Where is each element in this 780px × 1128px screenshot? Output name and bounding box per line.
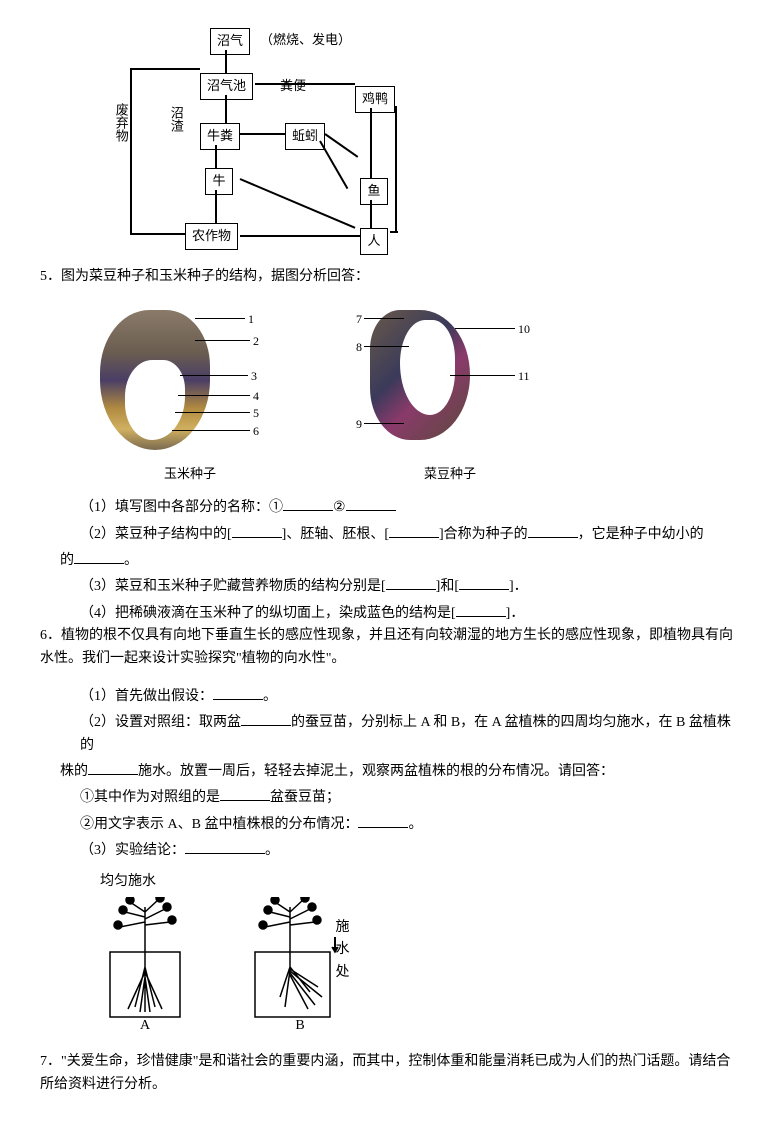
pot-b-label: B: [250, 1015, 350, 1037]
node-crops: 农作物: [185, 223, 238, 250]
corn-caption: 玉米种子: [100, 464, 280, 485]
node-cow-dung: 牛粪: [200, 123, 240, 150]
pot-a-label: A: [100, 1015, 190, 1037]
q5-text: 图为菜豆种子和玉米种子的结构，据图分析回答：: [61, 269, 369, 284]
q7-text: "关爱生命，珍惜健康"是和谐社会的重要内涵，而其中，控制体重和能量消耗已成为人们…: [40, 1054, 730, 1091]
slag-label: 沼渣: [165, 106, 186, 132]
node-earthworm: 蚯蚓: [285, 123, 325, 150]
q5-sub3: （3）菜豆和玉米种子贮藏营养物质的结构分别是[]和[]．: [80, 572, 740, 598]
bean-seed-image: 7 8 9 10 11: [340, 300, 560, 460]
node-human: 人: [360, 228, 388, 255]
question-7: 7．"关爱生命，珍惜健康"是和谐社会的重要内涵，而其中，控制体重和能量消耗已成为…: [40, 1051, 740, 1096]
q5-num: 5．: [40, 269, 61, 284]
node-biogas: 沼气: [210, 28, 250, 55]
q6-sub2-2: ②用文字表示 A、B 盆中植株根的分布情况：。: [80, 810, 740, 836]
biogas-note: （燃烧、发电）: [260, 30, 351, 51]
pot-a-svg: [100, 897, 190, 1027]
node-chicken-duck: 鸡鸭: [355, 86, 395, 113]
corn-seed-image: 1 2 3 4 5 6: [100, 300, 280, 460]
q6-num: 6．: [40, 628, 61, 643]
bean-caption: 菜豆种子: [340, 464, 560, 485]
label-water-side: 施水处: [335, 917, 350, 984]
seed-diagram: 1 2 3 4 5 6 玉米种子 7 8 9 10 11 菜豆种子: [100, 300, 740, 485]
node-fish: 鱼: [360, 178, 388, 205]
q7-num: 7．: [40, 1054, 61, 1069]
q6-sub2: （2）设置对照组：取两盆的蚕豆苗，分别标上 A 和 B，在 A 盆植株的四周均匀…: [80, 708, 740, 757]
q5-sub4: （4）把稀碘液滴在玉米种了的纵切面上，染成蓝色的结构是[]．: [80, 599, 740, 625]
q5-sub2-cont: 的。: [60, 546, 740, 572]
waste-label: 废弃物: [110, 103, 131, 142]
node-cow: 牛: [205, 168, 233, 195]
manure-label: 粪便: [280, 76, 306, 97]
label-even-water: 均匀施水: [100, 871, 740, 893]
q5-sub2: （2）菜豆种子结构中的[]、胚轴、胚根、[]合称为种子的，它是种子中幼小的: [80, 520, 740, 546]
q6-sub2-cont: 株的施水。放置一周后，轻轻去掉泥土，观察两盆植株的根的分布情况。请回答：: [60, 757, 740, 783]
plant-diagram: 均匀施水 A 施水处 B: [100, 871, 740, 1036]
q6-text: 植物的根不仅具有向地下垂直生长的感应性现象，并且还有向较潮湿的地方生长的感应性现…: [40, 628, 733, 665]
question-6: 6．植物的根不仅具有向地下垂直生长的感应性现象，并且还有向较潮湿的地方生长的感应…: [40, 625, 740, 670]
q6-sub3: （3）实验结论：。: [80, 836, 740, 862]
q5-sub1: （1）填写图中各部分的名称：①②: [80, 493, 740, 519]
flowchart-diagram: 沼气 （燃烧、发电） 沼气池 粪便 鸡鸭 废弃物 沼渣 牛粪 蚯蚓 牛 鱼 农作…: [100, 28, 740, 258]
q6-sub1: （1）首先做出假设：。: [80, 682, 740, 708]
question-5: 5．图为菜豆种子和玉米种子的结构，据图分析回答：: [40, 266, 740, 288]
q6-sub2-1: ①其中作为对照组的是盆蚕豆苗；: [80, 783, 740, 809]
